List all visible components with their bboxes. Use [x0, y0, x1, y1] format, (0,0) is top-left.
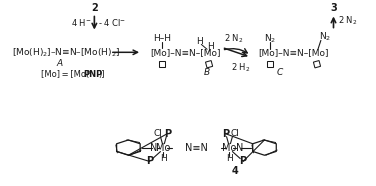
- Text: Cl: Cl: [153, 129, 162, 138]
- Bar: [159, 61, 165, 67]
- Text: Mo: Mo: [222, 143, 237, 153]
- Text: P: P: [222, 129, 229, 139]
- Text: 4 H$^{-}$: 4 H$^{-}$: [71, 17, 91, 28]
- Bar: [206, 61, 213, 68]
- Text: N$_2$: N$_2$: [264, 32, 276, 45]
- Text: N≡N: N≡N: [185, 143, 208, 153]
- Text: H: H: [207, 42, 214, 51]
- Text: N: N: [150, 143, 157, 153]
- Text: [Mo(H)$_2$]–N≡N–[Mo(H)$_2$]: [Mo(H)$_2$]–N≡N–[Mo(H)$_2$]: [12, 46, 120, 59]
- Text: N: N: [235, 143, 243, 153]
- Text: H–H: H–H: [153, 34, 171, 43]
- Bar: [267, 61, 273, 67]
- Text: A: A: [56, 59, 62, 68]
- Text: H: H: [196, 37, 203, 46]
- Text: H: H: [226, 154, 233, 163]
- Text: )]: )]: [98, 70, 105, 79]
- Text: Mo: Mo: [156, 143, 171, 153]
- Text: P: P: [164, 129, 171, 139]
- Text: P: P: [146, 156, 153, 166]
- Text: [Mo] = [Mo(: [Mo] = [Mo(: [41, 70, 89, 79]
- Text: 2 N$_2$: 2 N$_2$: [338, 14, 358, 27]
- Text: N$_2$: N$_2$: [318, 30, 331, 43]
- Text: 2: 2: [91, 3, 98, 13]
- Text: Cl: Cl: [231, 129, 240, 138]
- Text: P: P: [240, 156, 247, 166]
- Text: [Mo]–N≡N–[Mo]: [Mo]–N≡N–[Mo]: [258, 48, 329, 57]
- Text: 2 N$_2$: 2 N$_2$: [224, 32, 243, 45]
- Text: [Mo]–N≡N–[Mo]: [Mo]–N≡N–[Mo]: [150, 48, 221, 57]
- Text: 2 H$_2$: 2 H$_2$: [231, 62, 251, 74]
- Text: - 4 Cl$^{-}$: - 4 Cl$^{-}$: [98, 17, 126, 28]
- Text: B: B: [204, 68, 210, 77]
- Bar: [314, 61, 321, 68]
- Text: C: C: [277, 68, 283, 77]
- Text: H: H: [160, 154, 167, 163]
- Text: 3: 3: [330, 3, 337, 13]
- Text: 4: 4: [232, 166, 239, 176]
- Text: PNP: PNP: [84, 70, 103, 79]
